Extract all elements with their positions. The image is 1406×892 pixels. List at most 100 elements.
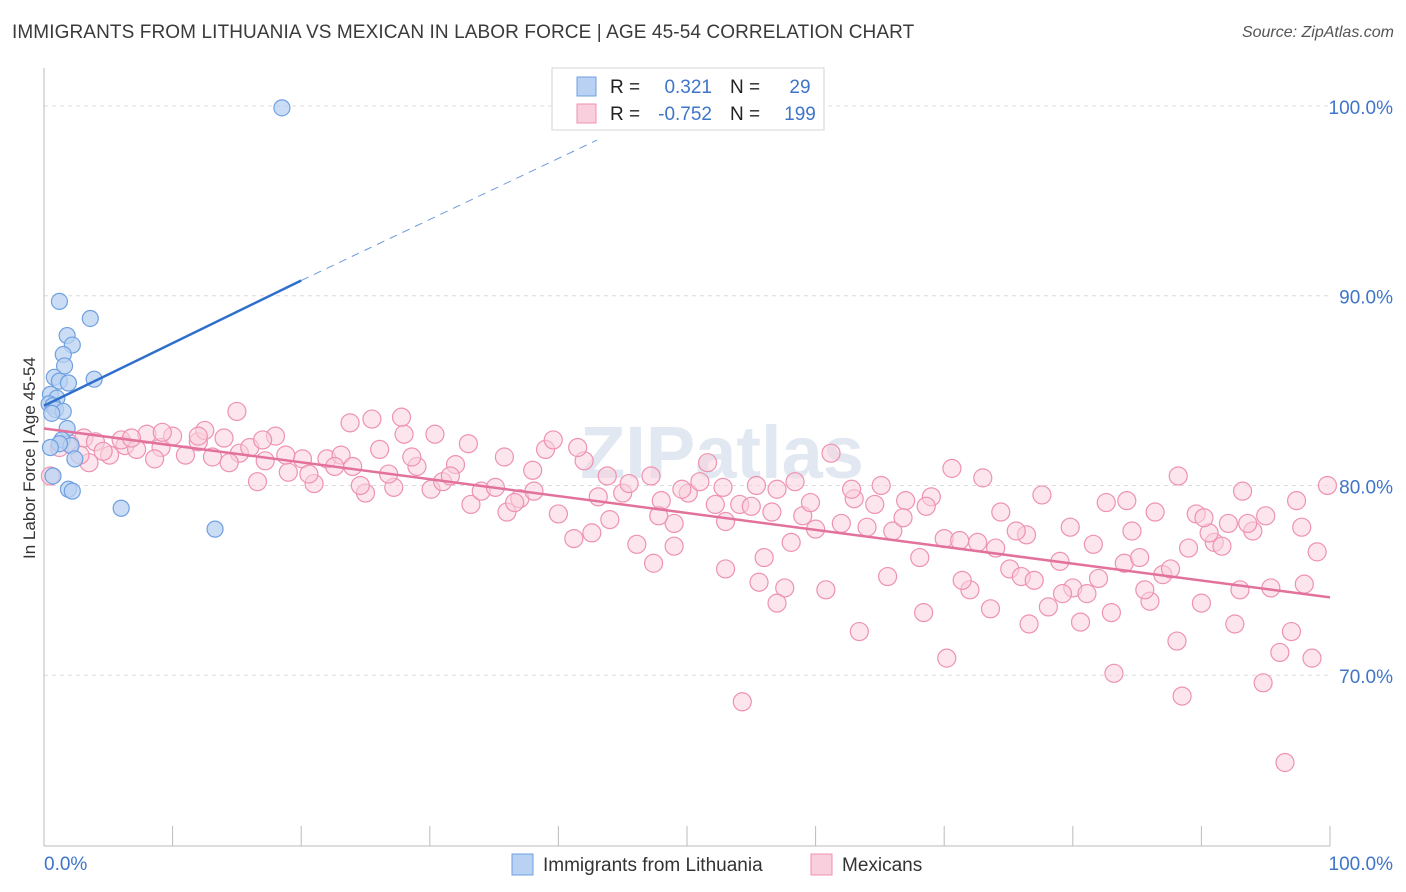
data-point <box>705 494 725 515</box>
data-point <box>505 492 525 513</box>
data-point <box>649 506 669 526</box>
data-point <box>50 292 69 310</box>
data-point <box>781 532 801 552</box>
data-point <box>1275 752 1295 773</box>
y-tick-label: 80.0% <box>1339 477 1393 498</box>
data-point <box>831 513 851 534</box>
data-point <box>494 447 514 467</box>
data-point <box>1232 481 1253 501</box>
data-point <box>394 424 414 444</box>
data-point <box>762 502 782 522</box>
data-point <box>664 513 684 534</box>
data-point <box>1024 570 1044 590</box>
trend-line-extension <box>300 139 598 281</box>
data-point <box>664 536 684 556</box>
data-point <box>1104 663 1124 683</box>
data-point <box>1032 485 1052 505</box>
data-point <box>391 407 412 427</box>
legend-swatch-mexicans <box>576 103 597 124</box>
data-point <box>152 422 172 442</box>
trend-lines <box>43 139 1331 599</box>
data-point <box>1307 542 1327 562</box>
legend-r-value-mexicans: -0.752 <box>658 104 712 125</box>
data-point <box>340 413 360 433</box>
data-point <box>188 426 208 446</box>
data-point <box>112 499 130 517</box>
data-point <box>916 496 936 516</box>
chart-title: IMMIGRANTS FROM LITHUANIA VS MEXICAN IN … <box>12 22 915 43</box>
bottom-legend-swatch-mexicans <box>810 853 833 876</box>
data-point <box>627 534 647 554</box>
data-point <box>800 492 821 513</box>
data-point <box>597 466 617 486</box>
data-point <box>1060 517 1080 537</box>
series-mexicans <box>40 401 1338 773</box>
legend-r-value-lithuania: 0.321 <box>664 77 712 98</box>
data-point <box>402 447 422 467</box>
data-point <box>1117 491 1137 511</box>
trend-line <box>43 279 302 407</box>
data-point <box>461 494 481 515</box>
x-tick-label-min: 0.0% <box>44 854 87 875</box>
y-tick-label: 100.0% <box>1329 98 1394 119</box>
data-point <box>219 453 239 473</box>
data-point <box>93 441 113 461</box>
legend-r-label-mexicans: R = <box>610 104 640 125</box>
legend-swatch-lithuania <box>576 76 597 97</box>
data-point <box>893 508 913 528</box>
data-point <box>1218 513 1239 534</box>
data-point <box>568 437 588 458</box>
data-point <box>278 462 298 482</box>
data-point <box>1168 466 1188 486</box>
data-point <box>1194 508 1214 528</box>
data-point <box>690 472 710 492</box>
x-tick-label-max: 100.0% <box>1329 854 1394 875</box>
data-point <box>1052 584 1073 604</box>
data-point <box>253 430 273 450</box>
data-point <box>1167 631 1187 651</box>
data-point <box>672 479 692 499</box>
data-point <box>582 523 602 543</box>
data-point <box>1122 521 1142 541</box>
data-point <box>1096 492 1116 513</box>
data-point <box>523 460 543 480</box>
data-point <box>227 401 247 422</box>
data-point <box>1292 517 1312 537</box>
data-point <box>910 547 930 568</box>
data-point <box>1286 491 1307 511</box>
bottom-legend-label-lithuania: Immigrants from Lithuania <box>543 855 763 876</box>
data-point <box>785 472 805 492</box>
data-point <box>643 553 664 573</box>
data-point <box>1101 602 1121 623</box>
data-point <box>66 450 84 468</box>
data-point <box>937 648 957 668</box>
data-point <box>914 602 934 623</box>
data-point <box>362 409 382 429</box>
data-point <box>55 357 74 375</box>
data-point <box>299 464 319 484</box>
axes <box>43 68 1331 847</box>
data-point <box>1088 568 1109 589</box>
data-point <box>1212 536 1232 556</box>
data-point <box>968 532 988 552</box>
data-point <box>343 456 363 477</box>
y-tick-label: 70.0% <box>1339 667 1393 688</box>
data-point <box>543 430 563 450</box>
data-point <box>273 99 291 117</box>
data-point <box>370 439 390 460</box>
bottom-legend-swatch-lithuania <box>511 853 534 876</box>
data-point <box>952 570 972 590</box>
data-point <box>1077 584 1097 604</box>
series-lithuania <box>40 99 291 538</box>
data-point <box>1130 547 1150 568</box>
data-point <box>842 479 862 499</box>
source-credit: Source: ZipAtlas.com <box>1241 24 1394 41</box>
data-point <box>713 477 733 497</box>
data-point <box>255 451 275 471</box>
data-point <box>564 528 584 549</box>
data-point <box>1172 686 1192 706</box>
trend-line <box>43 427 1331 599</box>
y-axis-label: In Labor Force | Age 45-54 <box>20 357 39 559</box>
data-point <box>144 449 165 469</box>
